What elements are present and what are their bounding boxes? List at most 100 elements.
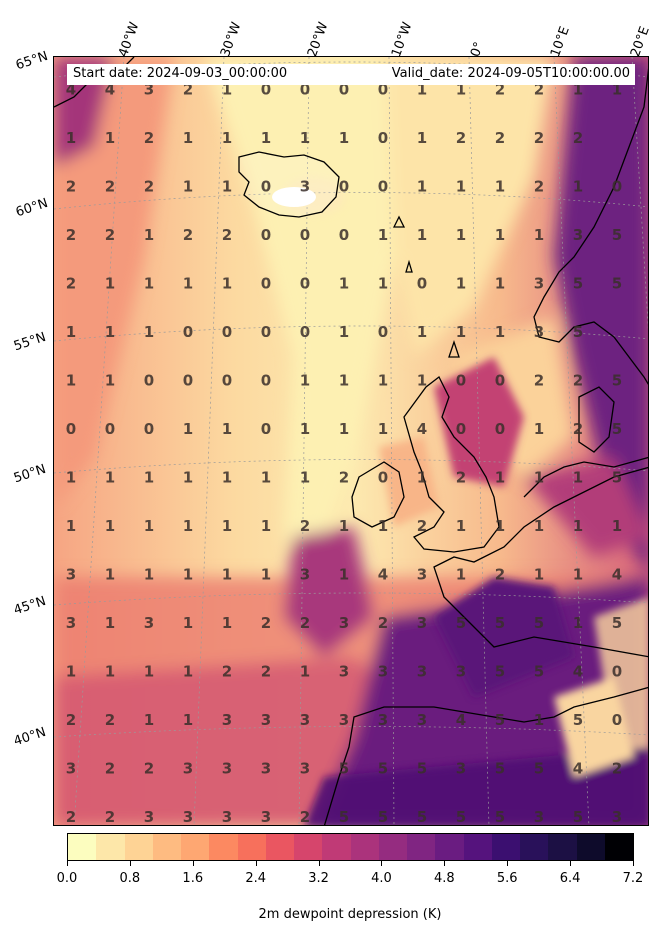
grid-value-r2-c12: 2 [534,178,544,196]
grid-value-r15-c5: 3 [261,808,271,826]
grid-value-r4-c4: 1 [222,275,232,293]
grid-value-r10-c10: 1 [456,566,466,584]
grid-value-r7-c14: 5 [612,420,622,438]
grid-value-labels: 4 4 3 2 1 0 0 0 0 1 1 2 2 1 1 1 1 2 1 1 1 1 1 0 1 2 2 2 2 2 2 2 1 1 0 3 0 0 1 1… [66,81,622,826]
grid-value-r14-c0: 3 [66,760,76,778]
colorbar-tick-label: 2.4 [245,871,266,886]
grid-value-r7-c10: 0 [456,420,466,438]
grid-value-r0-c2: 3 [144,81,154,99]
grid-value-r13-c8: 3 [378,711,388,729]
grid-value-r7-c9: 4 [417,420,427,438]
grid-value-r1-c4: 1 [222,129,232,147]
colorbar-tick-label: 7.2 [622,871,644,886]
grid-value-r0-c6: 0 [300,81,310,99]
grid-value-r14-c1: 2 [105,760,115,778]
grid-value-r8-c14: 5 [612,469,622,487]
grid-value-r1-c8: 0 [378,129,388,147]
grid-value-r6-c12: 2 [534,372,544,390]
grid-value-r7-c7: 1 [339,420,349,438]
grid-value-r14-c12: 5 [534,760,544,778]
grid-value-r10-c9: 3 [417,566,427,584]
grid-value-r11-c6: 2 [300,614,310,632]
grid-value-r11-c7: 3 [339,614,349,632]
grid-value-r8-c3: 1 [183,469,193,487]
colorbar-segment-17 [548,834,577,860]
grid-value-r5-c2: 1 [144,323,154,341]
grid-value-r3-c9: 1 [417,226,427,244]
lat-label-55n: 55°N [12,329,48,355]
grid-value-r3-c10: 1 [456,226,466,244]
colorbar-tick-mark [633,861,634,866]
grid-value-r6-c0: 1 [66,372,76,390]
grid-value-r8-c10: 2 [456,469,466,487]
grid-value-r0-c0: 4 [66,81,76,99]
grid-value-r7-c11: 0 [495,420,505,438]
grid-value-r10-c2: 1 [144,566,154,584]
grid-value-r6-c1: 1 [105,372,115,390]
grid-value-r11-c10: 5 [456,614,466,632]
grid-value-r13-c5: 3 [261,711,271,729]
grid-value-r13-c1: 2 [105,711,115,729]
grid-value-r2-c4: 1 [222,178,232,196]
grid-value-r5-c9: 1 [417,323,427,341]
colorbar-segment-13 [435,834,464,860]
grid-value-r6-c14: 5 [612,372,622,390]
grid-value-r2-c11: 1 [495,178,505,196]
grid-value-r9-c5: 1 [261,517,271,535]
lat-label-40n: 40°N [12,724,48,750]
lat-label-60n: 60°N [14,195,50,221]
grid-value-r4-c0: 2 [66,275,76,293]
grid-value-r12-c9: 3 [417,663,427,681]
grid-value-r14-c7: 5 [339,760,349,778]
colorbar-segment-2 [124,834,153,860]
grid-value-r12-c14: 0 [612,663,622,681]
grid-value-r5-c5: 0 [261,323,271,341]
grid-value-r14-c2: 2 [144,760,154,778]
grid-value-r2-c13: 1 [573,178,583,196]
colorbar-segment-1 [96,834,125,860]
grid-value-r5-c13: 5 [573,323,583,341]
colorbar-tick-label: 6.4 [559,871,581,886]
grid-value-r13-c7: 3 [339,711,349,729]
colorbar-tick-mark [570,861,572,866]
grid-value-r8-c2: 1 [144,469,154,487]
grid-value-r8-c7: 2 [339,469,349,487]
colorbar-tick-mark [318,861,320,866]
grid-value-r10-c0: 3 [66,566,76,584]
grid-value-r0-c8: 0 [378,81,388,99]
grid-value-r7-c8: 1 [378,420,388,438]
colorbar-tick-mark [129,861,131,866]
colorbar [67,833,634,861]
grid-value-r0-c3: 2 [183,81,193,99]
colorbar-segment-8 [294,834,323,860]
grid-value-r8-c6: 1 [300,469,310,487]
grid-value-r12-c8: 3 [378,663,388,681]
grid-value-r14-c10: 3 [456,760,466,778]
grid-value-r10-c7: 1 [339,566,349,584]
grid-value-r6-c4: 0 [222,372,232,390]
grid-value-r3-c0: 2 [66,226,76,244]
grid-value-r12-c3: 1 [183,663,193,681]
grid-value-r9-c6: 2 [300,517,310,535]
grid-value-r5-c12: 3 [534,323,544,341]
grid-value-r1-c0: 1 [66,129,76,147]
grid-value-r15-c12: 3 [534,808,544,826]
grid-value-r8-c1: 1 [105,469,115,487]
grid-value-r13-c3: 1 [183,711,193,729]
grid-value-r1-c12: 2 [534,129,544,147]
grid-value-r14-c11: 5 [495,760,505,778]
grid-value-r5-c11: 1 [495,323,505,341]
grid-value-r1-c9: 1 [417,129,427,147]
grid-value-r8-c5: 1 [261,469,271,487]
grid-value-r5-c6: 0 [300,323,310,341]
grid-value-r8-c13: 1 [573,469,583,487]
grid-value-r7-c6: 1 [300,420,310,438]
glacier-patch [272,187,316,207]
grid-value-r4-c14: 5 [612,275,622,293]
grid-value-r6-c13: 2 [573,372,583,390]
colorbar-segment-7 [265,834,294,860]
grid-value-r6-c11: 0 [495,372,505,390]
grid-value-r3-c11: 1 [495,226,505,244]
grid-value-r1-c3: 1 [183,129,193,147]
grid-value-r1-c11: 2 [495,129,505,147]
